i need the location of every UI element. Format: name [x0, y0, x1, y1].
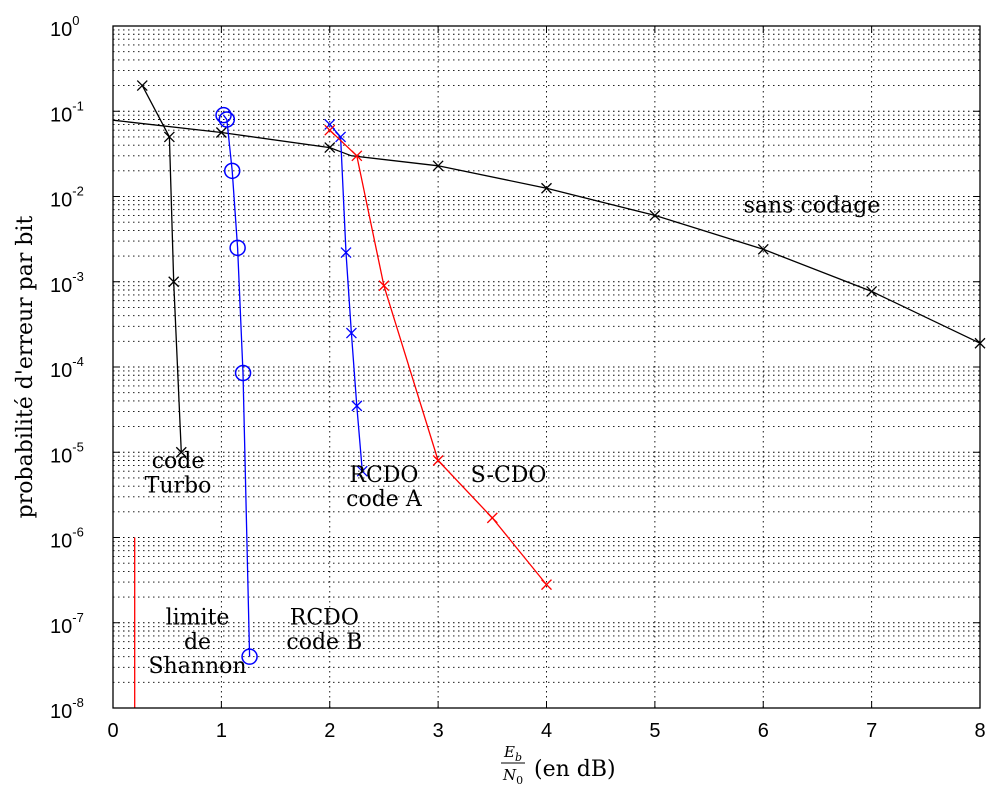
data-point — [335, 131, 347, 143]
series-line-0 — [112, 119, 981, 344]
x-tick-label: 4 — [541, 720, 552, 742]
annotation: sans codage — [744, 193, 881, 218]
y-tick-label: 10-6 — [50, 525, 84, 553]
series-line-2 — [222, 114, 251, 657]
series-line-1 — [141, 85, 182, 453]
series-line-3 — [329, 124, 363, 472]
data-point — [223, 162, 241, 180]
y-tick-label: 10-7 — [50, 610, 84, 638]
y-tick-label: 100 — [50, 13, 79, 41]
data-point — [378, 280, 390, 292]
x-tick-label: 2 — [324, 720, 335, 742]
data-point — [324, 124, 336, 136]
y-axis-label: probabilité d'erreur par bit — [13, 216, 38, 519]
data-point — [432, 455, 444, 466]
x-tick-label: 1 — [216, 720, 227, 742]
data-point — [324, 142, 336, 154]
x-tick-label: 8 — [974, 720, 985, 742]
data-point — [215, 106, 232, 124]
data-point — [234, 364, 252, 382]
data-point — [432, 160, 444, 172]
data-point — [541, 579, 552, 591]
axis-ticks: 0 1 2 3 4 5 6 7 8 100 10-1 10-2 10-3 10-4 10-5 10-6 10-7… — [50, 13, 986, 742]
data-point — [168, 276, 180, 288]
x-axis-label: Eb N0 (en dB) — [501, 743, 616, 787]
y-tick-label: 10-5 — [50, 439, 84, 467]
y-tick-label: 10-3 — [50, 269, 84, 297]
data-point — [218, 111, 236, 128]
x-tick-label: 7 — [866, 720, 877, 742]
data-point — [215, 127, 227, 138]
series-layer — [112, 80, 986, 708]
annotation: RCDO code B — [286, 606, 362, 655]
data-point — [757, 243, 769, 255]
annotation: limite de Shannon — [148, 606, 246, 679]
data-point — [345, 327, 357, 339]
y-tick-label: 10-2 — [50, 184, 84, 212]
grid — [113, 26, 980, 708]
data-point — [541, 182, 552, 194]
data-point — [351, 400, 363, 412]
annotation: S-CDO — [471, 463, 547, 488]
data-point — [649, 209, 661, 221]
x-axis-label-suffix: (en dB) — [534, 757, 616, 782]
annotations: sans codage code Turbo RCDO code A S-CDO RCDO c… — [145, 193, 881, 679]
data-point — [241, 648, 258, 665]
x-tick-label: 3 — [433, 720, 444, 742]
y-tick-label: 10-8 — [50, 695, 84, 723]
y-tick-label: 10-4 — [50, 354, 84, 382]
x-tick-label: 5 — [649, 720, 660, 742]
x-axis-label-denominator: N0 — [502, 766, 523, 787]
x-axis-label-numerator: Eb — [503, 743, 522, 764]
annotation: RCDO code A — [346, 463, 423, 512]
data-point — [136, 80, 148, 92]
data-point — [340, 247, 352, 259]
data-point — [229, 239, 246, 257]
data-point — [866, 285, 878, 297]
x-tick-label: 0 — [107, 720, 118, 742]
data-point — [486, 512, 498, 524]
data-point — [163, 131, 175, 143]
data-point — [351, 150, 363, 162]
x-tick-label: 6 — [758, 720, 769, 742]
data-point — [175, 446, 187, 458]
y-tick-label: 10-1 — [50, 98, 84, 126]
annotation: code Turbo — [145, 449, 212, 498]
data-point — [356, 465, 368, 477]
data-point — [324, 118, 336, 130]
